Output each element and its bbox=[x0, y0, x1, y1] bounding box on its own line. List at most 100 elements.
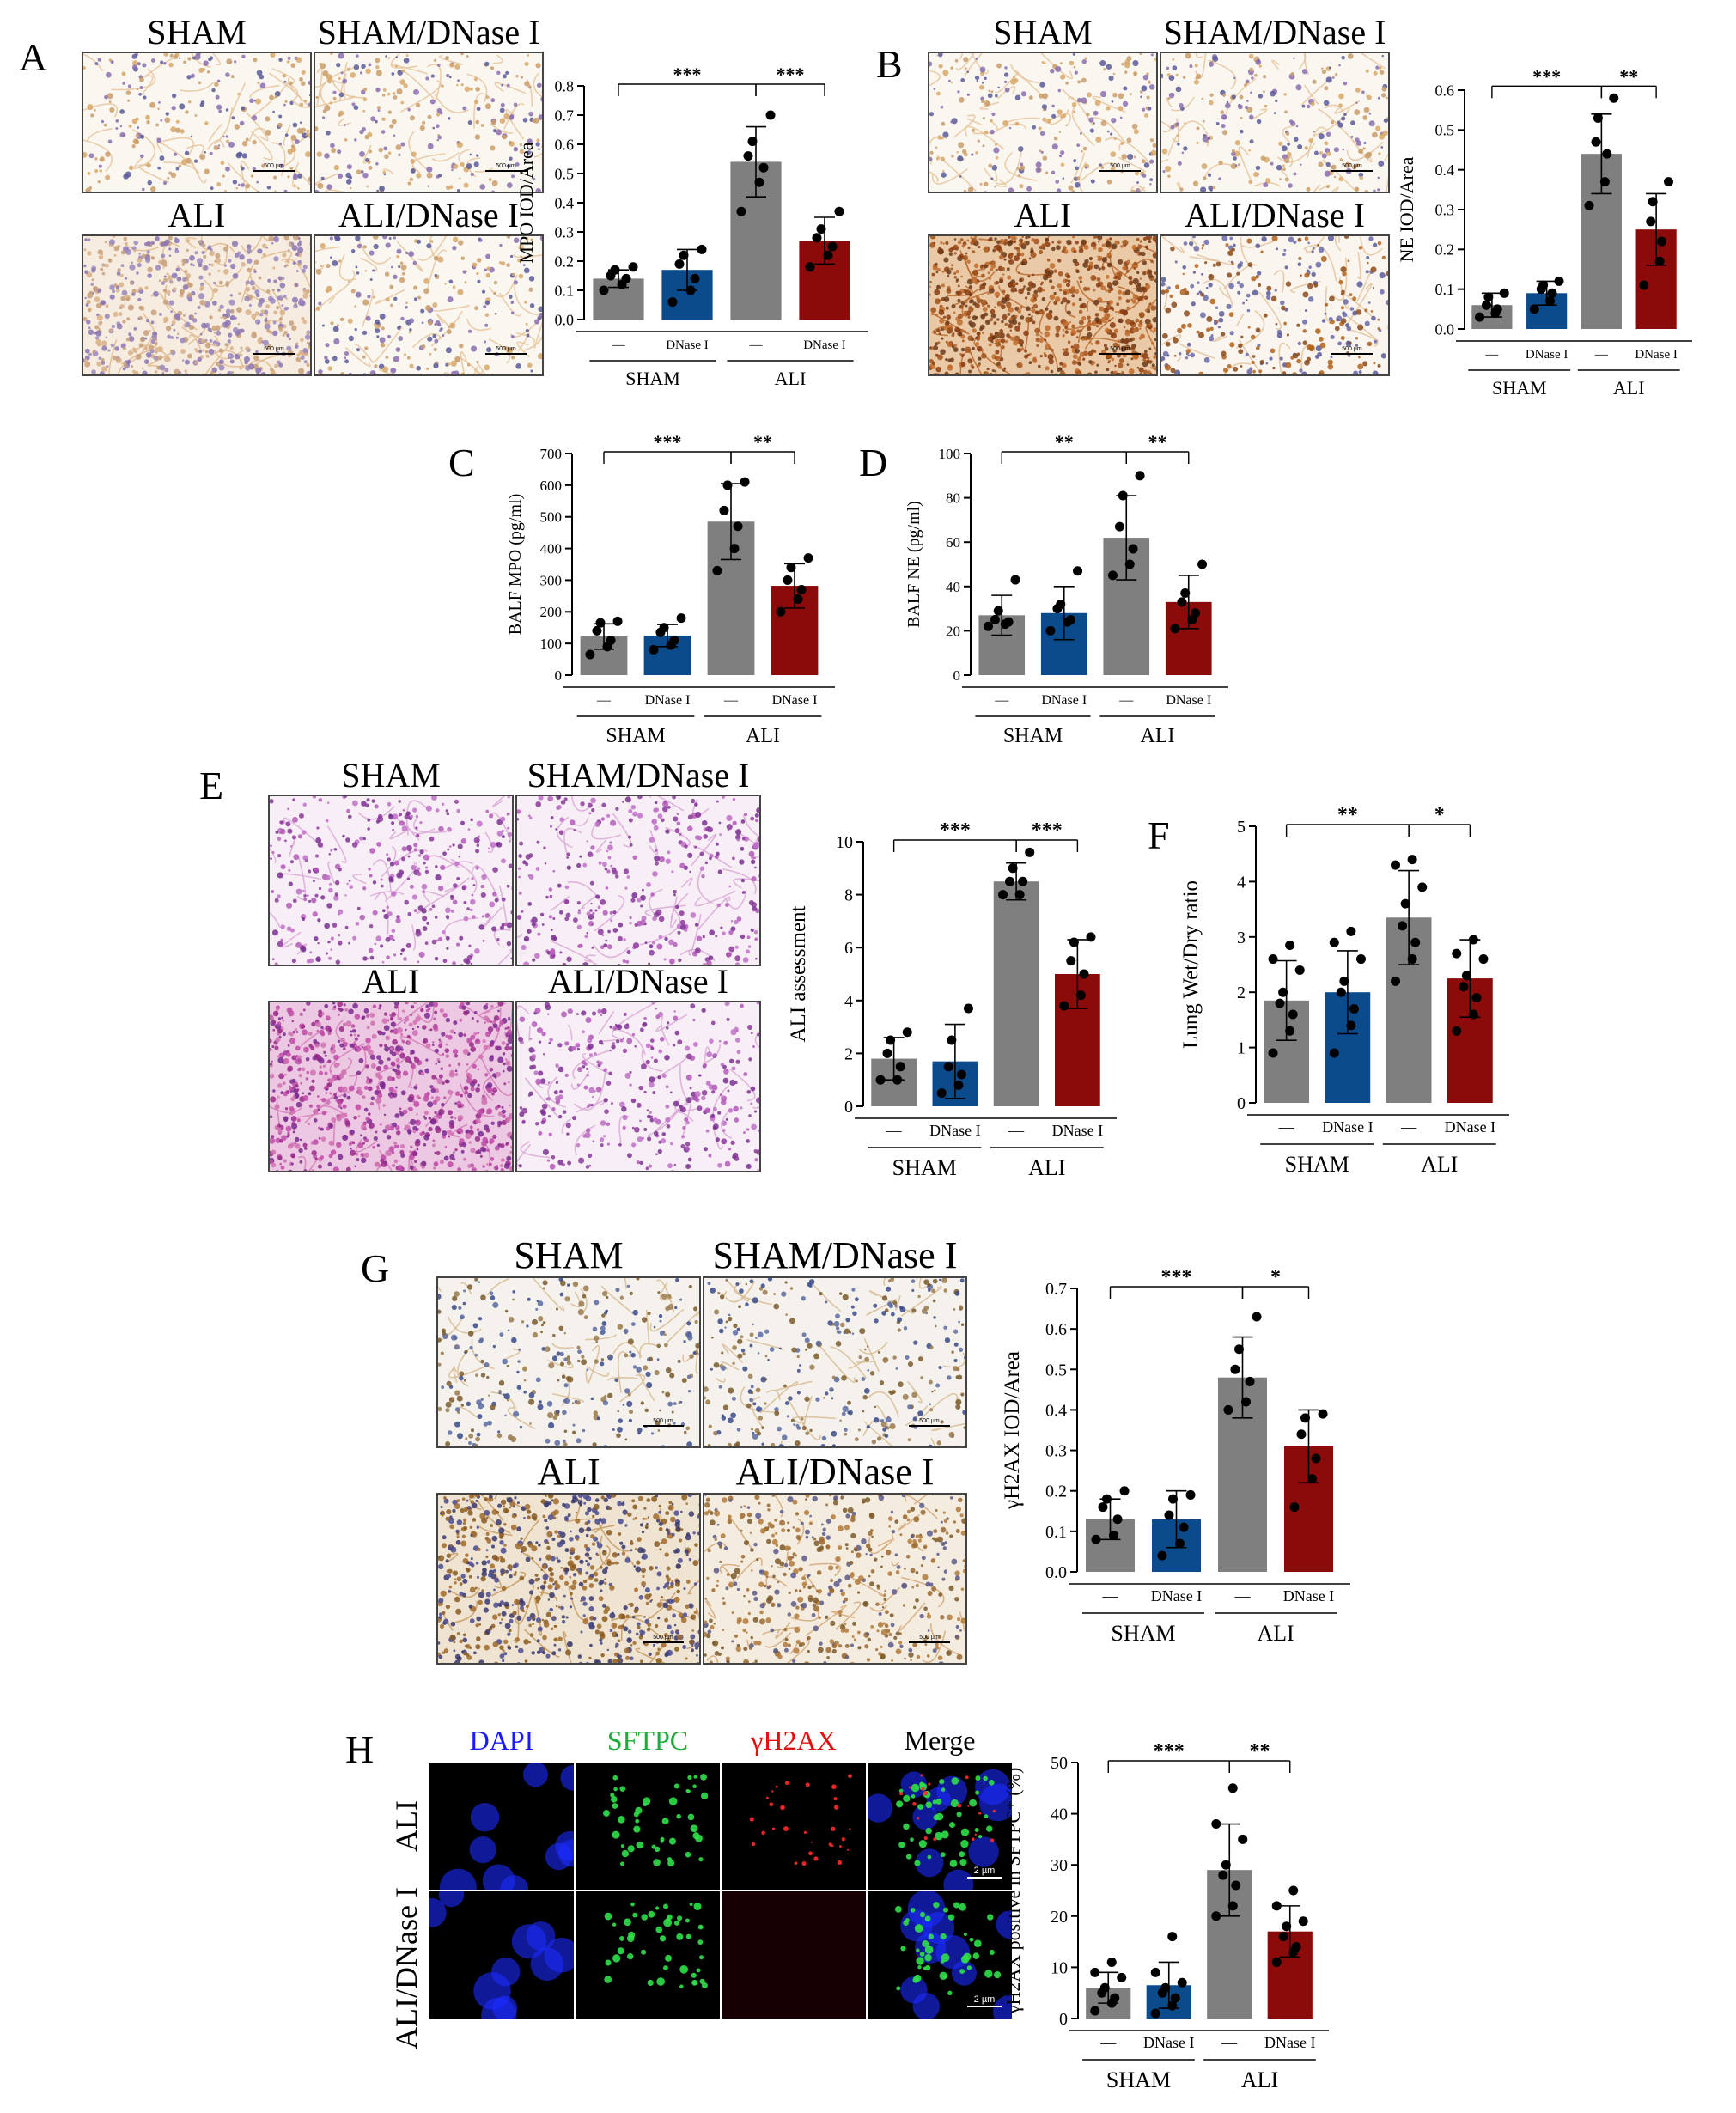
data-point-2-5 bbox=[1238, 1835, 1247, 1844]
data-point-3-5 bbox=[804, 553, 813, 563]
data-point-3-3 bbox=[812, 233, 821, 242]
significance-label: ** bbox=[1337, 804, 1358, 826]
x-category-label: — bbox=[1099, 2034, 1117, 2051]
data-point-0-2 bbox=[1110, 1994, 1119, 2003]
data-point-0-4 bbox=[596, 618, 606, 628]
data-point-3-2 bbox=[797, 585, 807, 594]
data-point-1-2 bbox=[1349, 1004, 1359, 1014]
data-point-0-0 bbox=[1269, 1049, 1278, 1058]
x-category-label: — bbox=[1102, 1587, 1119, 1605]
data-point-2-6 bbox=[1211, 1819, 1221, 1829]
x-category-label: — bbox=[1008, 1122, 1025, 1139]
panel-e-label-2: ALI bbox=[268, 965, 514, 999]
panel-letter-G: G bbox=[361, 1245, 389, 1291]
data-point-3-0 bbox=[776, 607, 785, 617]
fluor-tile-1-2 bbox=[722, 1891, 866, 2019]
data-point-0-4 bbox=[611, 265, 620, 275]
data-point-1-3 bbox=[1337, 988, 1346, 997]
data-point-0-0 bbox=[1475, 313, 1484, 322]
x-group-label: SHAM bbox=[1285, 1152, 1349, 1177]
x-group-label: ALI bbox=[1421, 1152, 1458, 1177]
y-tick-label: 0.1 bbox=[1045, 1523, 1067, 1542]
data-point-0-0 bbox=[1090, 2006, 1099, 2016]
significance-label: *** bbox=[777, 64, 805, 85]
y-tick-label: 1 bbox=[1237, 1039, 1246, 1058]
x-category-label: — bbox=[1118, 693, 1134, 708]
y-tick-label: 2 bbox=[844, 1044, 853, 1063]
significance-bracket-1 bbox=[1229, 1761, 1290, 1773]
x-category-label: DNase I bbox=[1041, 693, 1087, 708]
data-point-3-2 bbox=[1657, 237, 1666, 247]
y-tick-label: 600 bbox=[540, 478, 563, 494]
x-category-label: — bbox=[1400, 1118, 1417, 1136]
data-point-2-0 bbox=[712, 566, 722, 575]
data-point-3-3 bbox=[1459, 982, 1468, 991]
data-point-0-2 bbox=[1113, 1514, 1123, 1524]
significance-label: *** bbox=[1161, 1266, 1192, 1288]
data-point-3-0 bbox=[1452, 1026, 1461, 1036]
x-category-label: DNase I bbox=[666, 338, 709, 352]
data-point-3-0 bbox=[1639, 281, 1648, 290]
data-point-0-5 bbox=[1011, 575, 1020, 585]
panel-e-micrograph-0 bbox=[268, 795, 514, 966]
data-point-2-4 bbox=[723, 480, 733, 490]
channel-label-1: SFTPC bbox=[576, 1725, 720, 1757]
panel-g-label-1: SHAM/DNase I bbox=[703, 1237, 967, 1275]
data-point-1-5 bbox=[1555, 277, 1564, 286]
significance-label: *** bbox=[1532, 65, 1561, 87]
data-point-0-4 bbox=[1483, 292, 1493, 301]
data-point-2-1 bbox=[1408, 954, 1417, 964]
panel-b-micrograph-3: 500 µm bbox=[1160, 234, 1390, 376]
fluor-tile-1-0 bbox=[429, 1891, 574, 2019]
significance-bracket-0 bbox=[1287, 825, 1410, 837]
y-tick-label: 100 bbox=[939, 446, 961, 462]
data-point-2-1 bbox=[1015, 890, 1025, 899]
significance-bracket-0 bbox=[1002, 452, 1126, 464]
y-tick-label: 0.0 bbox=[1045, 1563, 1067, 1582]
data-point-0-5 bbox=[1117, 1973, 1126, 1982]
data-point-3-2 bbox=[828, 242, 838, 252]
y-axis-label: γH2AX IOD/Area bbox=[1001, 1351, 1024, 1510]
panel-e-micrograph-1 bbox=[515, 795, 761, 966]
data-point-2-3 bbox=[1218, 1871, 1227, 1880]
data-point-2-1 bbox=[1228, 1901, 1238, 1910]
data-point-2-0 bbox=[1211, 1911, 1221, 1921]
data-point-1-1 bbox=[953, 1081, 963, 1090]
data-point-2-3 bbox=[719, 506, 728, 515]
y-tick-label: 8 bbox=[844, 886, 853, 905]
data-point-1-2 bbox=[691, 274, 700, 283]
data-point-2-0 bbox=[1223, 1405, 1233, 1415]
data-point-3-7 bbox=[1469, 935, 1478, 945]
y-tick-label: 2 bbox=[1237, 983, 1246, 1002]
data-point-2-2 bbox=[1602, 149, 1611, 159]
data-point-3-1 bbox=[1076, 990, 1086, 1000]
data-point-0-7 bbox=[1285, 941, 1294, 950]
x-category-label: — bbox=[723, 693, 739, 708]
significance-bracket-1 bbox=[756, 84, 825, 96]
data-point-3-4 bbox=[1648, 197, 1658, 206]
y-tick-label: 0 bbox=[953, 667, 961, 684]
data-point-2-4 bbox=[1401, 899, 1410, 909]
x-category-label: — bbox=[612, 338, 626, 352]
y-axis-label: γH2AX positive in SFTPC⁺ (%) bbox=[1002, 1768, 1024, 2015]
data-point-2-7 bbox=[1228, 1783, 1238, 1793]
y-tick-label: 40 bbox=[1051, 1805, 1068, 1824]
data-point-0-4 bbox=[1102, 1495, 1112, 1504]
significance-label: *** bbox=[1032, 819, 1063, 842]
data-point-1-3 bbox=[1164, 1511, 1173, 1520]
data-point-3-2 bbox=[1292, 1942, 1301, 1952]
data-point-0-2 bbox=[622, 274, 631, 283]
data-point-1-1 bbox=[1346, 1020, 1355, 1030]
data-point-0-6 bbox=[1090, 1968, 1099, 1977]
x-group-label: SHAM bbox=[1003, 725, 1063, 747]
panel-letter-C: C bbox=[448, 440, 475, 485]
data-point-0-4 bbox=[994, 606, 1003, 616]
panel-letter-B: B bbox=[876, 41, 903, 87]
data-point-0-5 bbox=[1500, 289, 1509, 298]
data-point-0-0 bbox=[599, 286, 608, 295]
x-category-label: DNase I bbox=[645, 693, 691, 708]
data-point-1-6 bbox=[1330, 938, 1339, 947]
data-point-0-4 bbox=[1100, 1983, 1110, 1993]
